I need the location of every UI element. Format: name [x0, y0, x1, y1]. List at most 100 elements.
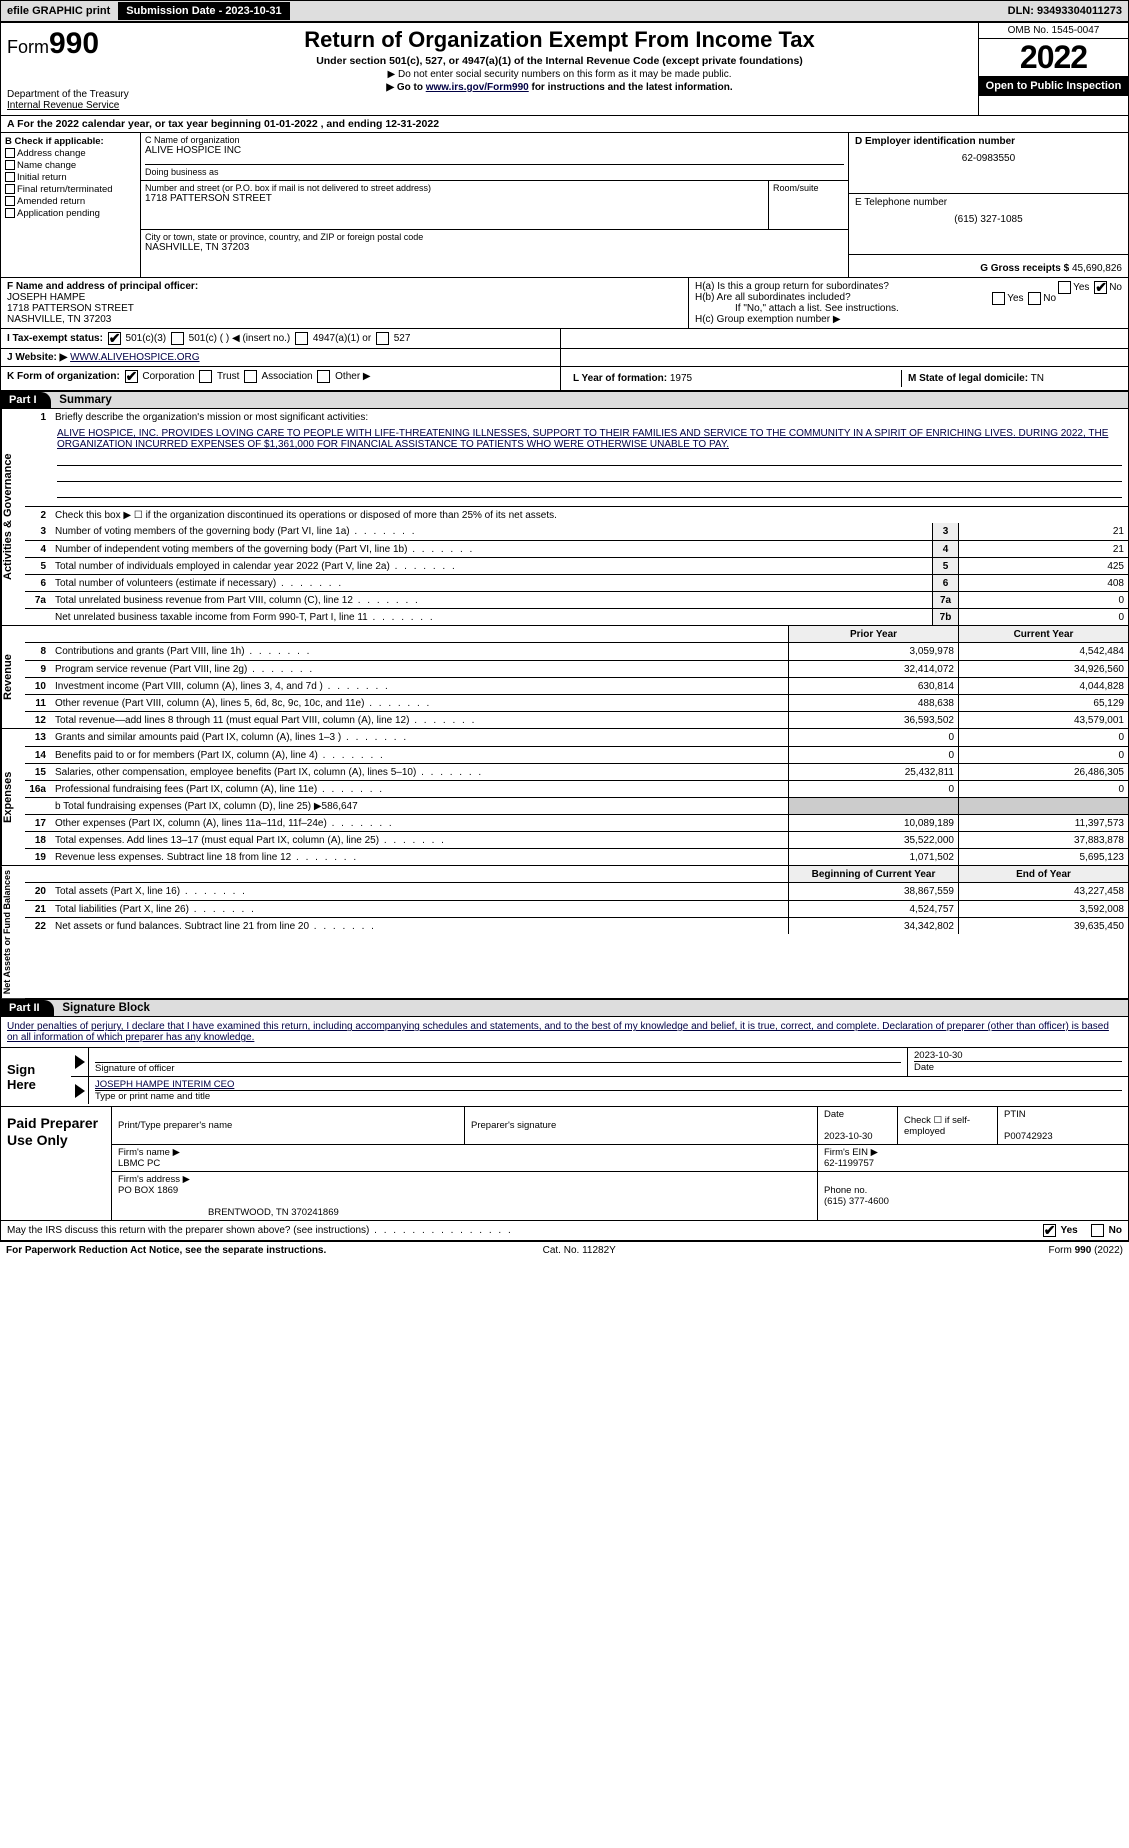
line-14-prior: 0: [788, 747, 958, 763]
org-name-label: C Name of organization: [145, 135, 844, 145]
line-16a-text: Professional fundraising fees (Part IX, …: [51, 783, 788, 796]
arrow-icon: [71, 1048, 89, 1076]
firm-name: LBMC PC: [118, 1158, 811, 1169]
preparer-block: Paid Preparer Use Only Print/Type prepar…: [1, 1107, 1128, 1221]
gross-value: 45,690,826: [1072, 263, 1122, 274]
line-18-text: Total expenses. Add lines 13–17 (must eq…: [51, 834, 788, 847]
street: 1718 PATTERSON STREET: [145, 193, 764, 204]
hb-no-chk[interactable]: [1028, 292, 1041, 305]
line-17-current: 11,397,573: [958, 815, 1128, 831]
footer-mid: Cat. No. 11282Y: [543, 1245, 616, 1256]
line-7b-val: 0: [958, 609, 1128, 625]
l2-text: Check this box ▶ ☐ if the organization d…: [51, 509, 1128, 522]
officer-name-title[interactable]: JOSEPH HAMPE INTERIM CEO: [95, 1079, 234, 1090]
org-name: ALIVE HOSPICE INC: [145, 145, 844, 156]
tax-status-label: I Tax-exempt status:: [7, 333, 103, 344]
line-9-current: 34,926,560: [958, 661, 1128, 677]
name-title-label: Type or print name and title: [95, 1090, 1122, 1102]
discuss-no-chk[interactable]: [1091, 1224, 1104, 1237]
line-12-text: Total revenue—add lines 8 through 11 (mu…: [51, 714, 788, 727]
l16b: b Total fundraising expenses (Part IX, c…: [51, 800, 788, 813]
line-21-prior: 4,524,757: [788, 901, 958, 917]
officer-name: JOSEPH HAMPE: [7, 292, 85, 303]
line-3-box: 3: [932, 523, 958, 540]
4947-chk[interactable]: [295, 332, 308, 345]
line-22-current: 39,635,450: [958, 918, 1128, 934]
form-number: 990: [49, 27, 99, 60]
ha-no-chk[interactable]: [1094, 281, 1107, 294]
tab-activities: Activities & Governance: [1, 409, 25, 625]
line-12-current: 43,579,001: [958, 712, 1128, 728]
chk-address[interactable]: Address change: [5, 148, 136, 159]
hb-yes-chk[interactable]: [992, 292, 1005, 305]
box-c: C Name of organization ALIVE HOSPICE INC…: [141, 133, 848, 277]
chk-pending[interactable]: Application pending: [5, 208, 136, 219]
current-year-hdr: Current Year: [958, 626, 1128, 642]
row-klm: K Form of organization: Corporation Trus…: [1, 367, 1128, 391]
line-a: A For the 2022 calendar year, or tax yea…: [1, 116, 1128, 133]
line-7b-text: Net unrelated business taxable income fr…: [51, 611, 932, 624]
preparer-label: Paid Preparer Use Only: [1, 1107, 111, 1220]
line-5-val: 425: [958, 558, 1128, 574]
dln-label: DLN: 93493304011273: [1008, 5, 1128, 17]
chk-final[interactable]: Final return/terminated: [5, 184, 136, 195]
part1-label: Part I: [1, 392, 51, 408]
irs-link[interactable]: www.irs.gov/Form990: [426, 82, 529, 93]
line-11-text: Other revenue (Part VIII, column (A), li…: [51, 697, 788, 710]
website-link[interactable]: WWW.ALIVEHOSPICE.ORG: [70, 352, 199, 363]
sig-date-val: 2023-10-30: [914, 1050, 1122, 1061]
sign-here-label: Sign Here: [1, 1048, 71, 1106]
line-15-prior: 25,432,811: [788, 764, 958, 780]
527-chk[interactable]: [376, 332, 389, 345]
row-j: J Website: ▶ WWW.ALIVEHOSPICE.ORG: [1, 349, 1128, 367]
box-f: F Name and address of principal officer:…: [1, 278, 688, 328]
chk-initial[interactable]: Initial return: [5, 172, 136, 183]
officer-addr1: 1718 PATTERSON STREET: [7, 303, 134, 314]
501c-chk[interactable]: [171, 332, 184, 345]
phone-value: (615) 327-1085: [855, 214, 1122, 225]
ha-yes-chk[interactable]: [1058, 281, 1071, 294]
line-8-text: Contributions and grants (Part VIII, lin…: [51, 645, 788, 658]
omb-label: OMB No. 1545-0047: [979, 23, 1128, 39]
line-4-val: 21: [958, 541, 1128, 557]
assoc-chk[interactable]: [244, 370, 257, 383]
chk-amended[interactable]: Amended return: [5, 196, 136, 207]
line-15-current: 26,486,305: [958, 764, 1128, 780]
summary-ag: Activities & Governance 1 Briefly descri…: [1, 409, 1128, 626]
line-20-text: Total assets (Part X, line 16): [51, 885, 788, 898]
line-8-current: 4,542,484: [958, 643, 1128, 660]
firm-addr2: BRENTWOOD, TN 370241869: [118, 1207, 811, 1218]
line-13-text: Grants and similar amounts paid (Part IX…: [51, 731, 788, 744]
line-12-prior: 36,593,502: [788, 712, 958, 728]
website-label: J Website: ▶: [7, 352, 67, 363]
form-header: Form990 Department of the Treasury Inter…: [1, 23, 1128, 116]
other-chk[interactable]: [317, 370, 330, 383]
trust-chk[interactable]: [199, 370, 212, 383]
form-org-label: K Form of organization:: [7, 371, 120, 382]
footer-left: For Paperwork Reduction Act Notice, see …: [6, 1245, 326, 1256]
line-19-prior: 1,071,502: [788, 849, 958, 865]
prior-year-hdr: Prior Year: [788, 626, 958, 642]
header-right: OMB No. 1545-0047 2022 Open to Public In…: [978, 23, 1128, 115]
firm-ein: 62-1199757: [824, 1158, 1122, 1169]
discuss-yes-chk[interactable]: [1043, 1224, 1056, 1237]
form-note1: ▶ Do not enter social security numbers o…: [145, 69, 974, 80]
line-11-current: 65,129: [958, 695, 1128, 711]
phone-label: E Telephone number: [855, 197, 947, 208]
line-22-text: Net assets or fund balances. Subtract li…: [51, 920, 788, 933]
line-8-prior: 3,059,978: [788, 643, 958, 660]
submission-date-button[interactable]: Submission Date - 2023-10-31: [118, 2, 289, 20]
tab-revenue: Revenue: [1, 626, 25, 728]
beg-year-hdr: Beginning of Current Year: [788, 866, 958, 882]
year-formation-label: L Year of formation:: [573, 373, 667, 384]
corp-chk[interactable]: [125, 370, 138, 383]
501c3-chk[interactable]: [108, 332, 121, 345]
line-7a-box: 7a: [932, 592, 958, 608]
chk-name[interactable]: Name change: [5, 160, 136, 171]
line-7a-val: 0: [958, 592, 1128, 608]
line-5-box: 5: [932, 558, 958, 574]
sig-intro: Under penalties of perjury, I declare th…: [1, 1017, 1128, 1048]
line-3-val: 21: [958, 523, 1128, 540]
top-bar: efile GRAPHIC print Submission Date - 20…: [0, 0, 1129, 22]
dept-label: Department of the Treasury: [7, 89, 135, 100]
